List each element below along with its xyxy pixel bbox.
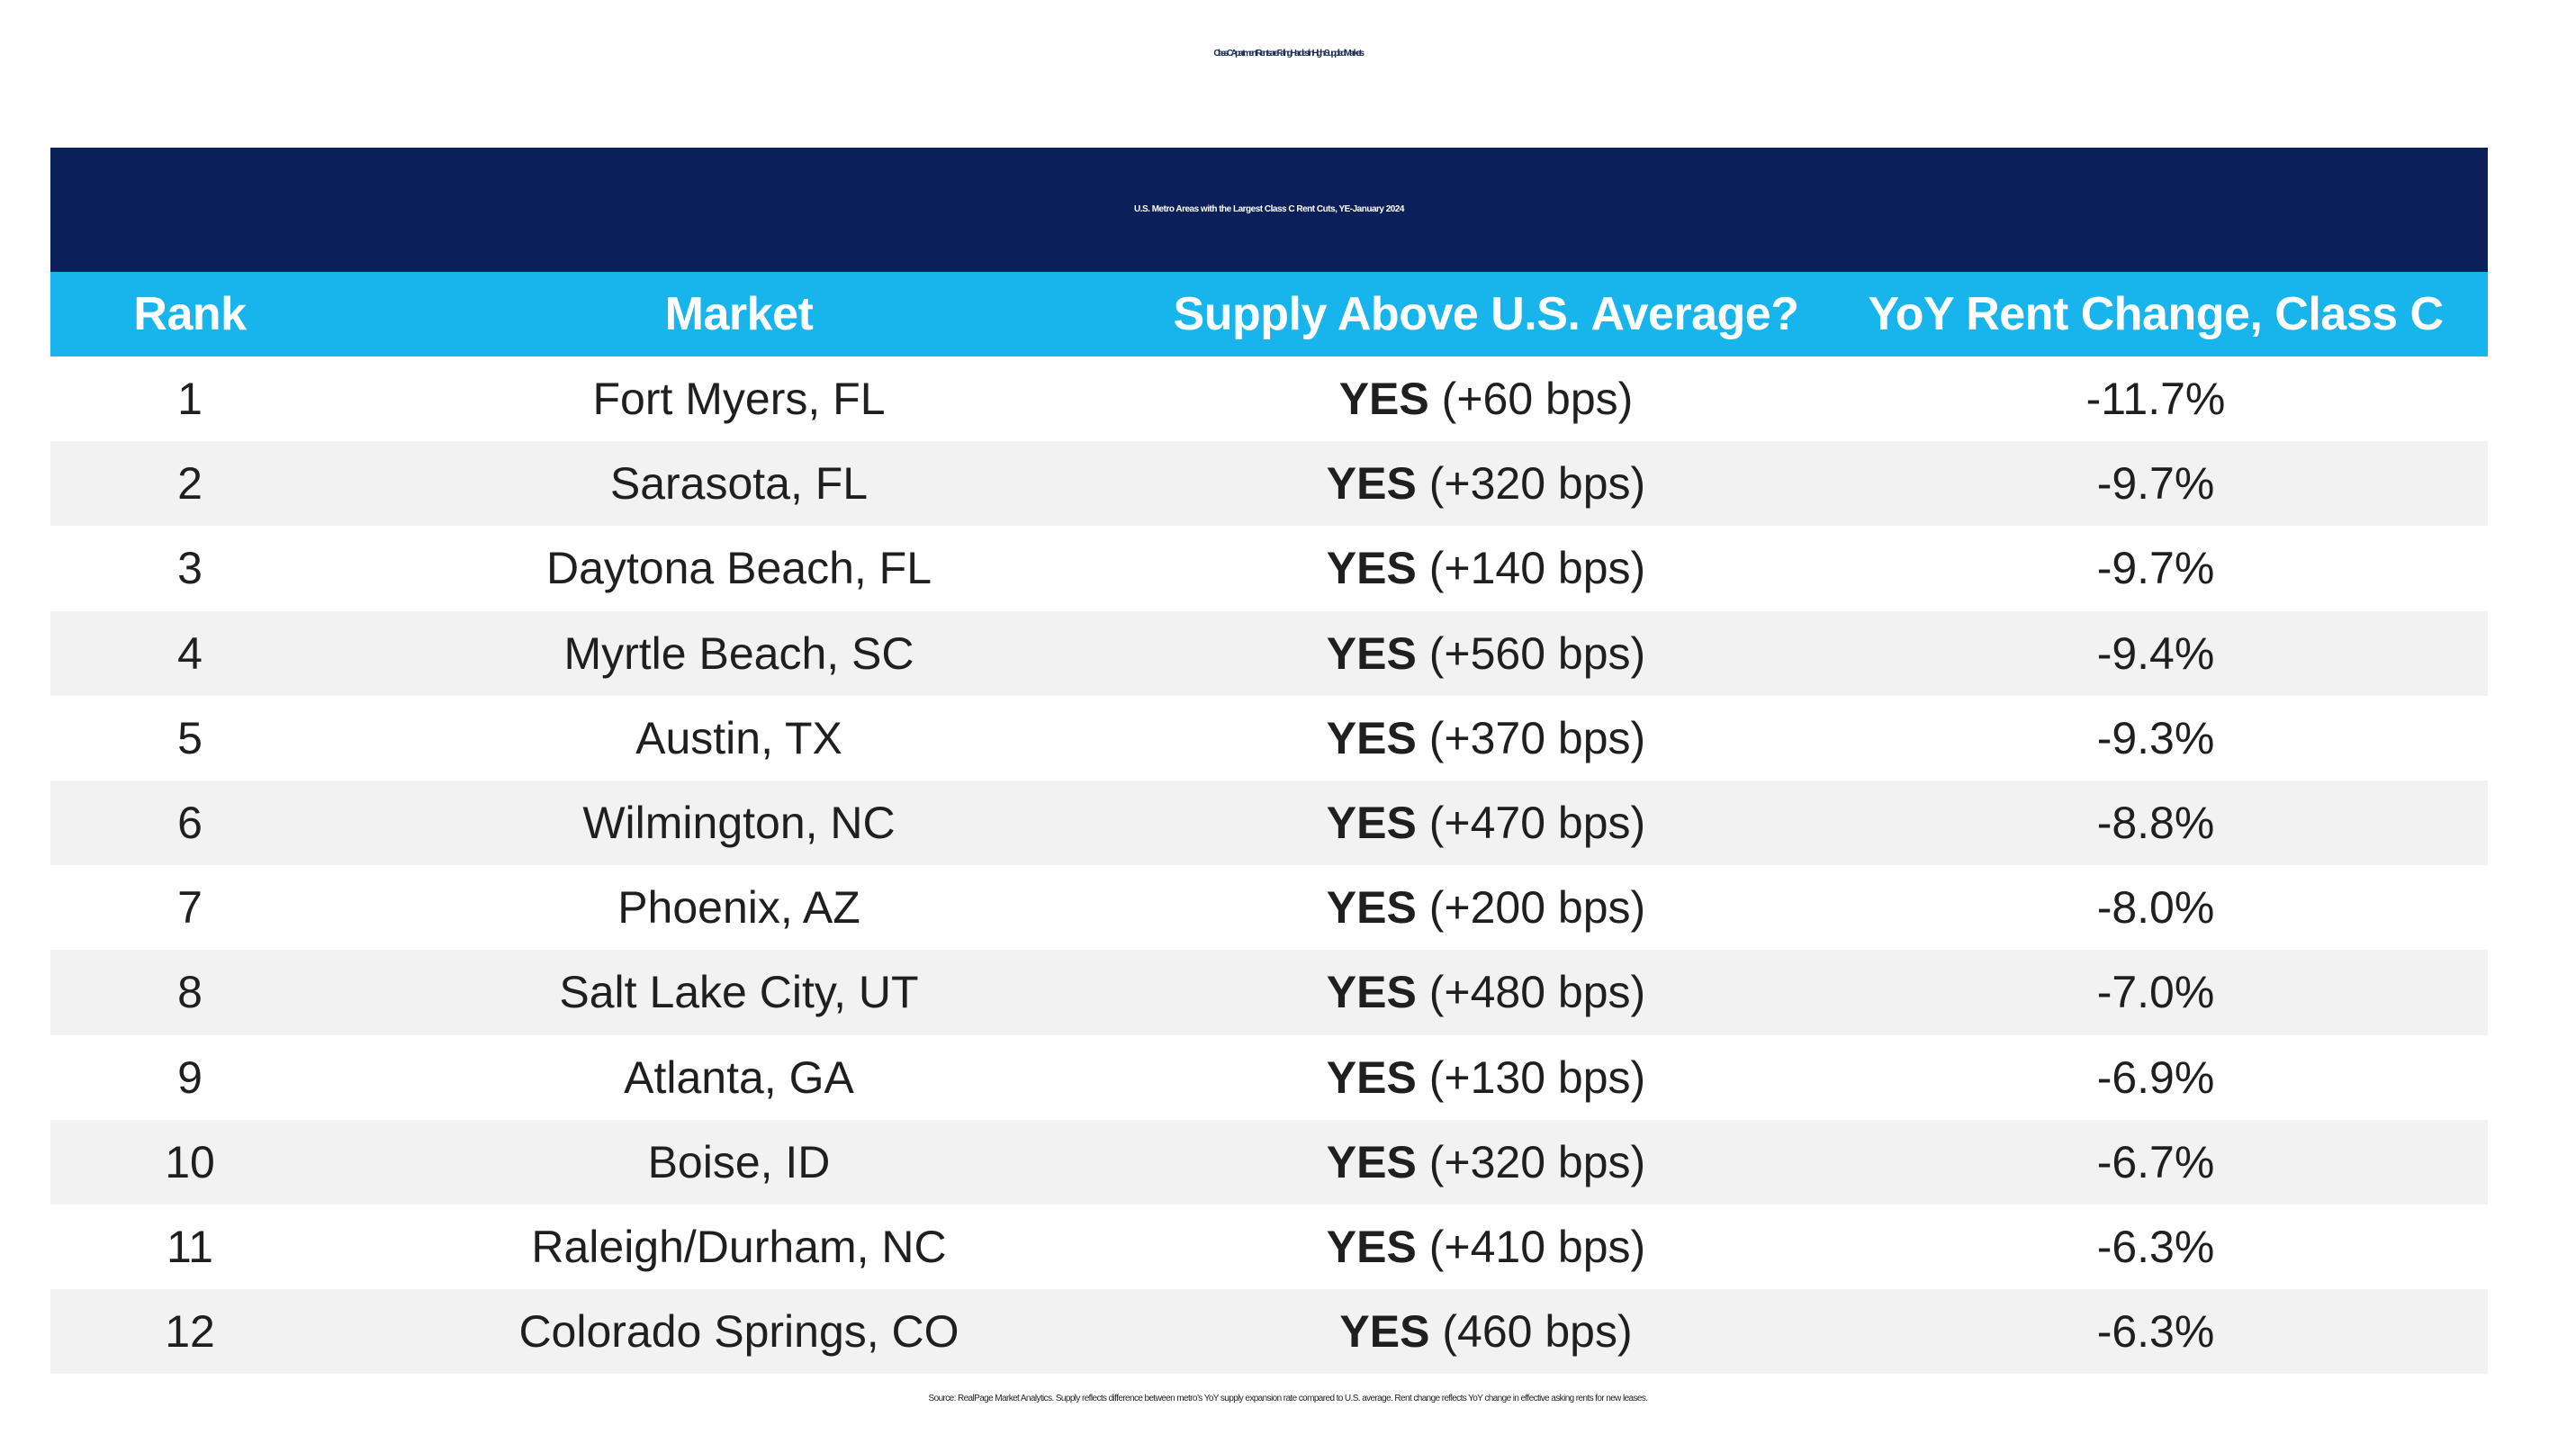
supply-flag: YES — [1326, 1221, 1417, 1272]
supply-detail: (+200 bps) — [1428, 882, 1646, 934]
supply-detail: (+560 bps) — [1428, 627, 1646, 679]
supply-flag: YES — [1339, 1306, 1430, 1358]
rank-cell: 3 — [177, 543, 203, 594]
rent-change-cell: -9.3% — [2096, 712, 2215, 763]
supply-cell: YES (+60 bps) — [1148, 356, 1824, 441]
supply-detail: (+320 bps) — [1428, 458, 1646, 510]
table-row: 3 Daytona Beach, FL YES (+140 bps) -9.7% — [50, 526, 2488, 610]
supply-cell: YES (+560 bps) — [1148, 611, 1824, 696]
rent-change-cell: -6.7% — [2096, 1136, 2215, 1187]
table-row: 2 Sarasota, FL YES (+320 bps) -9.7% — [50, 441, 2488, 527]
header-supply: Supply Above U.S. Average? — [1173, 288, 1799, 340]
table-row: 9 Atlanta, GA YES (+130 bps) -6.9% — [50, 1035, 2488, 1120]
market-cell: Colorado Springs, CO — [518, 1306, 959, 1358]
rent-change-cell: -6.9% — [2096, 1051, 2215, 1103]
supply-cell: YES (+320 bps) — [1148, 441, 1824, 526]
supply-detail: (460 bps) — [1442, 1306, 1633, 1358]
table-row: 8 Salt Lake City, UT YES (+480 bps) -7.0% — [50, 950, 2488, 1035]
rent-change-cell: -8.8% — [2096, 797, 2215, 848]
rent-change-cell: -6.3% — [2096, 1221, 2215, 1272]
header-market: Market — [664, 288, 814, 340]
supply-cell: YES (+480 bps) — [1148, 950, 1824, 1034]
table-row: 7 Phoenix, AZ YES (+200 bps) -8.0% — [50, 865, 2488, 950]
supply-cell: YES (+370 bps) — [1148, 696, 1824, 781]
supply-flag: YES — [1326, 882, 1417, 934]
rent-change-cell: -8.0% — [2096, 882, 2215, 934]
rank-cell: 10 — [165, 1136, 215, 1187]
market-cell: Austin, TX — [635, 712, 842, 763]
market-cell: Wilmington, NC — [582, 797, 896, 848]
supply-flag: YES — [1326, 627, 1417, 679]
main-title: Class C Apartment Rents are Falling Hard… — [1213, 49, 1365, 59]
rent-change-cell: -11.7% — [2085, 374, 2226, 424]
rank-cell: 7 — [177, 882, 203, 934]
rent-change-cell: -9.4% — [2096, 627, 2215, 679]
supply-detail: (+320 bps) — [1428, 1136, 1646, 1187]
market-cell: Atlanta, GA — [624, 1051, 854, 1103]
supply-flag: YES — [1326, 1051, 1417, 1103]
market-cell: Fort Myers, FL — [592, 374, 886, 424]
table-row: 1 Fort Myers, FL YES (+60 bps) -11.7% — [50, 356, 2488, 441]
supply-cell: YES (460 bps) — [1148, 1289, 1824, 1374]
market-cell: Raleigh/Durham, NC — [531, 1221, 947, 1272]
table-body: 1 Fort Myers, FL YES (+60 bps) -11.7% 2 Saras… — [50, 356, 2488, 1375]
supply-cell: YES (+140 bps) — [1148, 526, 1824, 610]
header-rent-change: YoY Rent Change, Class C — [1868, 288, 2444, 340]
supply-detail: (+140 bps) — [1428, 543, 1646, 594]
table-row: 4 Myrtle Beach, SC YES (+560 bps) -9.4% — [50, 610, 2488, 696]
supply-detail: (+130 bps) — [1428, 1051, 1646, 1103]
supply-flag: YES — [1326, 1136, 1417, 1187]
supply-flag: YES — [1326, 967, 1417, 1018]
supply-flag: YES — [1326, 458, 1417, 510]
supply-cell: YES (+410 bps) — [1148, 1205, 1824, 1289]
supply-detail: (+370 bps) — [1428, 712, 1646, 763]
supply-cell: YES (+200 bps) — [1148, 865, 1824, 950]
header-rank: Rank — [133, 288, 247, 340]
rank-cell: 8 — [177, 967, 203, 1018]
rank-cell: 1 — [177, 374, 203, 424]
source-note: Source: RealPage Market Analytics. Suppl… — [928, 1394, 1649, 1403]
rank-cell: 4 — [177, 627, 203, 679]
rent-table: U.S. Metro Areas with the Largest Class … — [50, 148, 2488, 1375]
table-row: 5 Austin, TX YES (+370 bps) -9.3% — [50, 696, 2488, 781]
rank-cell: 5 — [177, 712, 203, 763]
table-title: U.S. Metro Areas with the Largest Class … — [50, 148, 2488, 272]
supply-cell: YES (+320 bps) — [1148, 1120, 1824, 1205]
market-cell: Phoenix, AZ — [617, 882, 860, 934]
table-row: 6 Wilmington, NC YES (+470 bps) -8.8% — [50, 780, 2488, 866]
rent-change-cell: -7.0% — [2096, 967, 2215, 1018]
table-row: 10 Boise, ID YES (+320 bps) -6.7% — [50, 1119, 2488, 1205]
supply-detail: (+470 bps) — [1428, 797, 1646, 848]
supply-cell: YES (+130 bps) — [1148, 1035, 1824, 1120]
supply-flag: YES — [1326, 543, 1417, 594]
market-cell: Boise, ID — [647, 1136, 831, 1187]
rent-change-cell: -9.7% — [2096, 458, 2215, 510]
rank-cell: 6 — [177, 797, 203, 848]
rank-cell: 9 — [177, 1051, 203, 1103]
supply-cell: YES (+470 bps) — [1148, 781, 1824, 865]
supply-detail: (+480 bps) — [1428, 967, 1646, 1018]
table-row: 11 Raleigh/Durham, NC YES (+410 bps) -6.3% — [50, 1205, 2488, 1289]
table-header-row: Rank Market Supply Above U.S. Average? Y… — [50, 272, 2488, 356]
supply-detail: (+60 bps) — [1441, 374, 1634, 424]
supply-detail: (+410 bps) — [1428, 1221, 1646, 1272]
market-cell: Salt Lake City, UT — [559, 967, 919, 1018]
supply-flag: YES — [1338, 374, 1429, 424]
supply-flag: YES — [1326, 797, 1417, 848]
supply-flag: YES — [1326, 712, 1417, 763]
rank-cell: 2 — [177, 458, 203, 510]
market-cell: Daytona Beach, FL — [545, 543, 932, 594]
rank-cell: 12 — [165, 1306, 215, 1358]
market-cell: Sarasota, FL — [609, 458, 869, 510]
table-row: 12 Colorado Springs, CO YES (460 bps) -6.3% — [50, 1289, 2488, 1375]
rank-cell: 11 — [167, 1221, 213, 1272]
market-cell: Myrtle Beach, SC — [563, 627, 914, 679]
rent-change-cell: -9.7% — [2096, 543, 2215, 594]
rent-change-cell: -6.3% — [2096, 1306, 2215, 1358]
